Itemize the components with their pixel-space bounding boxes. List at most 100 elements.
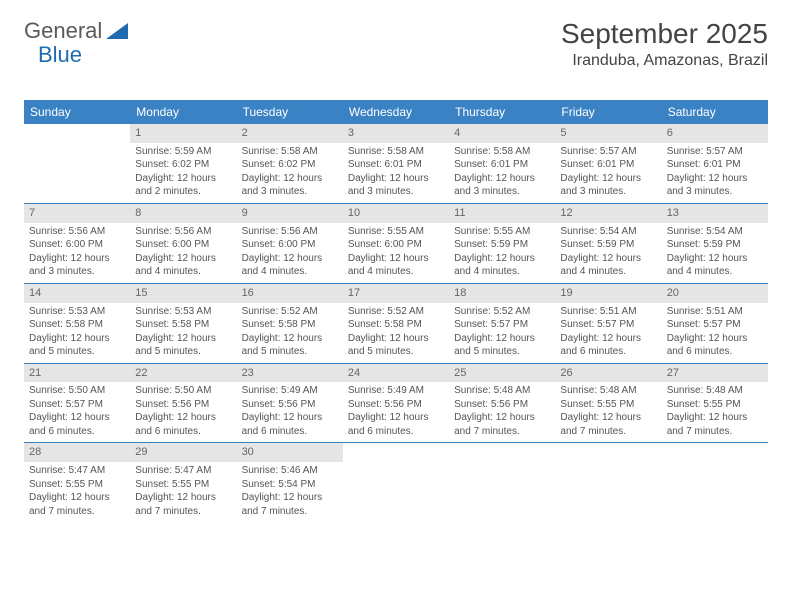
daylight-text: Daylight: 12 hours and 3 minutes. (667, 172, 763, 199)
sunset-text: Sunset: 6:00 PM (135, 238, 231, 252)
sunset-text: Sunset: 6:02 PM (135, 158, 231, 172)
day-cell: 23Sunrise: 5:49 AMSunset: 5:56 PMDayligh… (237, 364, 343, 443)
sunrise-text: Sunrise: 5:53 AM (135, 305, 231, 319)
sunrise-text: Sunrise: 5:47 AM (29, 464, 125, 478)
day-number: 17 (343, 284, 449, 303)
week-row: 28Sunrise: 5:47 AMSunset: 5:55 PMDayligh… (24, 443, 768, 522)
day-number: 14 (24, 284, 130, 303)
weekday-sun: Sunday (24, 100, 130, 124)
day-cell (449, 443, 555, 522)
day-cell: 11Sunrise: 5:55 AMSunset: 5:59 PMDayligh… (449, 204, 555, 283)
day-details: Sunrise: 5:56 AMSunset: 6:00 PMDaylight:… (24, 225, 130, 279)
sunset-text: Sunset: 5:58 PM (348, 318, 444, 332)
day-cell: 5Sunrise: 5:57 AMSunset: 6:01 PMDaylight… (555, 124, 661, 203)
day-cell: 17 Sunrise: 5:52 AMSunset: 5:58 PMDayligh… (343, 284, 449, 363)
sunset-text: Sunset: 6:01 PM (348, 158, 444, 172)
month-title: September 2025 (561, 18, 768, 50)
calendar-grid: 1Sunrise: 5:59 AMSunset: 6:02 PMDaylight… (24, 124, 768, 522)
week-row: 21Sunrise: 5:50 AMSunset: 5:57 PMDayligh… (24, 364, 768, 444)
day-details: Sunrise: 5:57 AMSunset: 6:01 PMDaylight:… (662, 145, 768, 199)
day-details: Sunrise: 5:54 AMSunset: 5:59 PMDaylight:… (662, 225, 768, 279)
sunrise-text: Sunrise: 5:51 AM (560, 305, 656, 319)
day-number: 27 (662, 364, 768, 383)
logo-text-1: General (24, 18, 102, 44)
daylight-text: Daylight: 12 hours and 6 minutes. (242, 411, 338, 438)
day-number: 30 (237, 443, 343, 462)
day-cell: 16Sunrise: 5:52 AMSunset: 5:58 PMDayligh… (237, 284, 343, 363)
daylight-text: Daylight: 12 hours and 4 minutes. (348, 252, 444, 279)
day-cell: 29 Sunrise: 5:47 AMSunset: 5:55 PMDayligh… (130, 443, 236, 522)
day-details: Sunrise: 5:51 AMSunset: 5:57 PMDaylight:… (662, 305, 768, 359)
daylight-text: Daylight: 12 hours and 4 minutes. (242, 252, 338, 279)
day-number: 8 (130, 204, 236, 223)
sunset-text: Sunset: 5:57 PM (560, 318, 656, 332)
day-cell: 21Sunrise: 5:50 AMSunset: 5:57 PMDayligh… (24, 364, 130, 443)
daylight-text: Daylight: 12 hours and 3 minutes. (348, 172, 444, 199)
daylight-text: Daylight: 12 hours and 3 minutes. (242, 172, 338, 199)
day-cell: 12Sunrise: 5:54 AMSunset: 5:59 PMDayligh… (555, 204, 661, 283)
sunrise-text: Sunrise: 5:54 AM (560, 225, 656, 239)
day-number: 29 (130, 443, 236, 462)
day-cell: 30Sunrise: 5:46 AMSunset: 5:54 PMDayligh… (237, 443, 343, 522)
day-cell (343, 443, 449, 522)
sunset-text: Sunset: 5:58 PM (135, 318, 231, 332)
day-details: Sunrise: 5:56 AMSunset: 6:00 PMDaylight:… (130, 225, 236, 279)
sunrise-text: Sunrise: 5:54 AM (667, 225, 763, 239)
day-cell: 18Sunrise: 5:52 AMSunset: 5:57 PMDayligh… (449, 284, 555, 363)
calendar-page: General Blue September 2025 Iranduba, Am… (0, 0, 792, 540)
day-details: Sunrise: 5:48 AMSunset: 5:55 PMDaylight:… (555, 384, 661, 438)
daylight-text: Daylight: 12 hours and 3 minutes. (560, 172, 656, 199)
day-cell: 24Sunrise: 5:49 AMSunset: 5:56 PMDayligh… (343, 364, 449, 443)
day-cell: 25Sunrise: 5:48 AMSunset: 5:56 PMDayligh… (449, 364, 555, 443)
header: General Blue September 2025 Iranduba, Am… (24, 18, 768, 70)
sunrise-text: Sunrise: 5:57 AM (560, 145, 656, 159)
day-cell: 22Sunrise: 5:50 AMSunset: 5:56 PMDayligh… (130, 364, 236, 443)
sunset-text: Sunset: 6:00 PM (242, 238, 338, 252)
weekday-sat: Saturday (662, 100, 768, 124)
day-cell: 20Sunrise: 5:51 AMSunset: 5:57 PMDayligh… (662, 284, 768, 363)
daylight-text: Daylight: 12 hours and 7 minutes. (29, 491, 125, 518)
day-cell: 10Sunrise: 5:55 AMSunset: 6:00 PMDayligh… (343, 204, 449, 283)
daylight-text: Daylight: 12 hours and 3 minutes. (29, 252, 125, 279)
day-number: 23 (237, 364, 343, 383)
day-number: 2 (237, 124, 343, 143)
sunset-text: Sunset: 6:01 PM (667, 158, 763, 172)
sunset-text: Sunset: 5:56 PM (242, 398, 338, 412)
sunrise-text: Sunrise: 5:50 AM (29, 384, 125, 398)
daylight-text: Daylight: 12 hours and 4 minutes. (135, 252, 231, 279)
sunset-text: Sunset: 5:56 PM (135, 398, 231, 412)
daylight-text: Daylight: 12 hours and 6 minutes. (348, 411, 444, 438)
sunrise-text: Sunrise: 5:52 AM (454, 305, 550, 319)
day-details: Sunrise: 5:48 AMSunset: 5:56 PMDaylight:… (449, 384, 555, 438)
sunset-text: Sunset: 6:01 PM (454, 158, 550, 172)
day-number: 3 (343, 124, 449, 143)
sunset-text: Sunset: 6:00 PM (348, 238, 444, 252)
sunrise-text: Sunrise: 5:52 AM (348, 305, 444, 319)
day-number: 15 (130, 284, 236, 303)
day-cell: 6Sunrise: 5:57 AMSunset: 6:01 PMDaylight… (662, 124, 768, 203)
day-details: Sunrise: 5:47 AMSunset: 5:55 PMDaylight:… (24, 464, 130, 518)
sunset-text: Sunset: 6:01 PM (560, 158, 656, 172)
logo: General (24, 18, 108, 44)
day-number: 16 (237, 284, 343, 303)
sunrise-text: Sunrise: 5:57 AM (667, 145, 763, 159)
sunrise-text: Sunrise: 5:56 AM (29, 225, 125, 239)
day-number: 1 (130, 124, 236, 143)
day-details: Sunrise: 5:48 AMSunset: 5:55 PMDaylight:… (662, 384, 768, 438)
day-details: Sunrise: 5:50 AMSunset: 5:57 PMDaylight:… (24, 384, 130, 438)
sunrise-text: Sunrise: 5:56 AM (242, 225, 338, 239)
day-cell: 9Sunrise: 5:56 AMSunset: 6:00 PMDaylight… (237, 204, 343, 283)
day-number: 21 (24, 364, 130, 383)
day-cell: 4Sunrise: 5:58 AMSunset: 6:01 PMDaylight… (449, 124, 555, 203)
day-number: 7 (24, 204, 130, 223)
day-details: Sunrise: 5:47 AMSunset: 5:55 PMDaylight:… (130, 464, 236, 518)
day-details: Sunrise: 5:52 AMSunset: 5:58 PMDaylight:… (343, 305, 449, 359)
weekday-fri: Friday (555, 100, 661, 124)
sunset-text: Sunset: 5:55 PM (29, 478, 125, 492)
week-row: 1Sunrise: 5:59 AMSunset: 6:02 PMDaylight… (24, 124, 768, 204)
sunset-text: Sunset: 5:59 PM (560, 238, 656, 252)
sunrise-text: Sunrise: 5:58 AM (454, 145, 550, 159)
weekday-thu: Thursday (449, 100, 555, 124)
daylight-text: Daylight: 12 hours and 7 minutes. (667, 411, 763, 438)
sunrise-text: Sunrise: 5:51 AM (667, 305, 763, 319)
